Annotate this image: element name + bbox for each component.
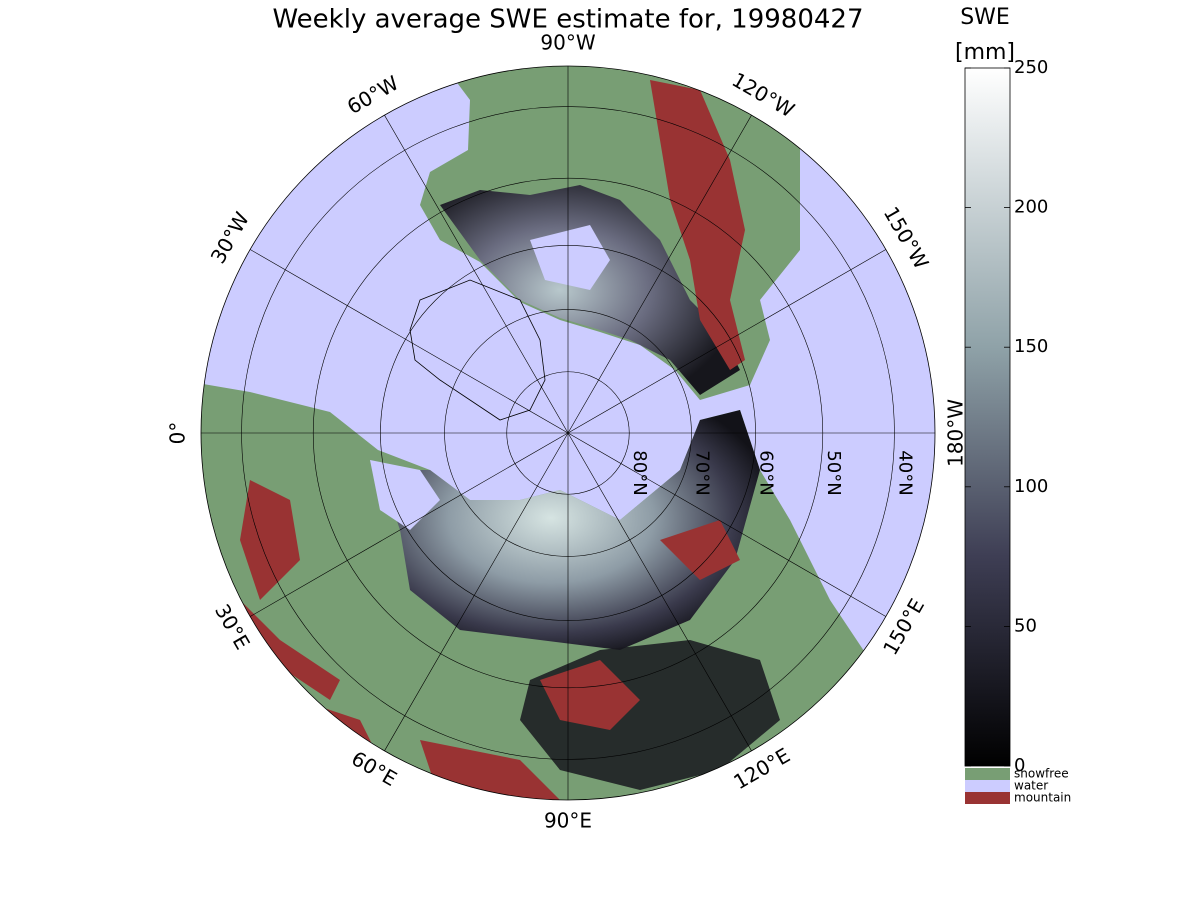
meridian-label: 180°W <box>944 399 968 467</box>
colorbar-tick-label: 50 <box>1014 615 1037 636</box>
colorbar-unit: [mm] <box>955 40 1015 65</box>
greenland <box>409 279 546 421</box>
mountains-eurasia <box>240 480 740 800</box>
colorbar-title: SWE <box>960 5 1010 30</box>
parallel-label: 70°N <box>691 450 712 495</box>
parallel-label: 60°N <box>756 450 777 495</box>
meridian-label: 90°E <box>544 809 592 833</box>
title: Weekly average SWE estimate for, 1998042… <box>272 5 863 35</box>
meridian-line <box>384 432 569 751</box>
parallel-labels: 80°N 70°N 60°N 50°N 40°N <box>629 450 915 495</box>
snow-eurasia <box>380 410 760 650</box>
meridian-line <box>567 249 886 434</box>
legend-label: mountain <box>1014 791 1071 805</box>
meridian-line <box>250 249 569 434</box>
map-border <box>200 65 936 801</box>
colorbar-tick-label: 150 <box>1014 336 1048 357</box>
colorbar-tick-label: 200 <box>1014 197 1048 218</box>
legend-swatch <box>965 768 1010 780</box>
graticule <box>201 66 935 800</box>
colorbar-ticks: 0 50 100 150 200 250 <box>965 57 1048 776</box>
legend-label: water <box>1014 779 1048 793</box>
meridian-line <box>567 115 752 434</box>
meridian-line <box>384 115 569 434</box>
legend-label: snowfree <box>1014 767 1069 781</box>
colorbar-tick-label: 250 <box>1014 57 1048 78</box>
meridian-label: 0° <box>166 422 190 445</box>
legend-swatch <box>965 780 1010 792</box>
legend-swatch <box>965 792 1010 804</box>
parallel-label: 80°N <box>629 450 650 495</box>
meridian-line <box>567 432 752 751</box>
parallel-label: 50°N <box>823 450 844 495</box>
meridian-line <box>567 432 886 617</box>
meridian-label: 90°W <box>540 31 595 55</box>
colorbar <box>964 67 1011 767</box>
hudson-bay <box>530 225 610 290</box>
meridian-line <box>250 432 569 617</box>
baltic <box>370 460 440 530</box>
mountains-rockies <box>650 80 745 370</box>
map-disc <box>201 66 935 800</box>
colorbar-tick-label: 0 <box>1014 755 1025 776</box>
colorbar-tick-label: 100 <box>1014 476 1048 497</box>
parallel-label: 40°N <box>894 450 915 495</box>
